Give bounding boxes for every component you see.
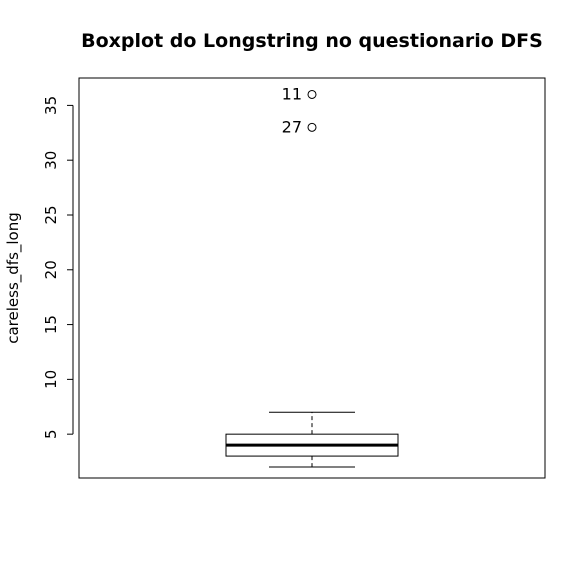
- y-tick-label: 20: [42, 260, 60, 279]
- box-group: [226, 412, 398, 467]
- outlier-label: 27: [282, 117, 302, 136]
- y-axis-label: careless_dfs_long: [4, 212, 23, 344]
- y-tick-label: 25: [42, 205, 60, 224]
- y-tick-label: 10: [42, 370, 60, 389]
- outlier-point: [308, 90, 316, 98]
- y-tick-label: 35: [42, 96, 60, 115]
- outlier-group: 11 27: [282, 84, 316, 136]
- outlier-point: [308, 123, 316, 131]
- outlier-label: 11: [282, 84, 302, 103]
- y-tick-label: 5: [42, 429, 60, 439]
- y-axis: 5 10 15 20 25 30 35: [42, 96, 73, 439]
- chart-title: Boxplot do Longstring no questionario DF…: [81, 30, 543, 52]
- y-tick-label: 15: [42, 315, 60, 334]
- y-tick-label: 30: [42, 151, 60, 170]
